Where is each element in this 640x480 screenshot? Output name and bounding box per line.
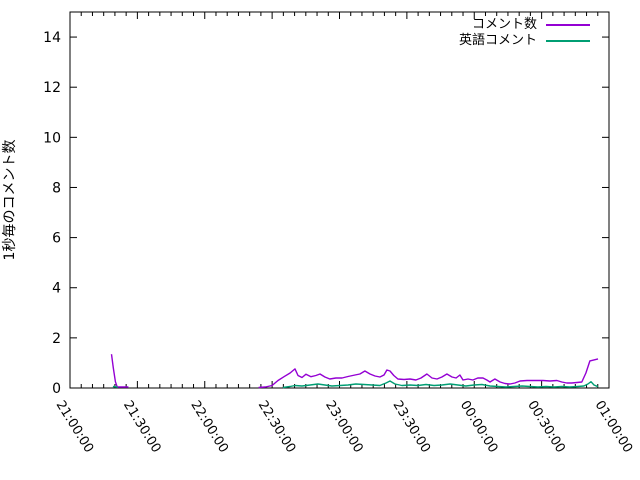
y-tick-label: 8	[52, 180, 61, 196]
x-tick-label: 23:30:00	[389, 398, 433, 455]
y-tick-label: 2	[52, 331, 61, 347]
x-tick-label: 00:00:00	[457, 398, 501, 455]
x-tick-label: 00:30:00	[524, 398, 568, 455]
y-tick-label: 0	[52, 381, 61, 397]
series-line-0	[258, 358, 599, 389]
legend-swatch-english-comments-line	[546, 39, 590, 42]
x-tick-label: 22:30:00	[255, 398, 299, 455]
series-line-1	[282, 380, 599, 389]
plot-border	[69, 11, 610, 389]
x-tick-label: 01:00:00	[592, 398, 636, 455]
y-tick-label: 14	[43, 30, 61, 46]
legend-item-comments: コメント数	[459, 17, 590, 32]
legend-swatch-comments-line	[546, 23, 590, 26]
x-tick-label: 23:00:00	[322, 398, 366, 455]
y-tick-label: 12	[43, 80, 61, 96]
series-line-0	[110, 354, 129, 388]
legend-item-english-comments: 英語コメント	[459, 33, 590, 48]
legend-label-comments: コメント数	[471, 17, 537, 32]
plot-area: 0 2 4 6 8 10 12 14 21:00:00 21:30:00 22:00:00 22:30…	[43, 11, 636, 456]
x-tick-label: 21:00:00	[53, 398, 97, 455]
x-tick-label: 22:00:00	[187, 398, 231, 455]
y-tick-label: 10	[43, 130, 61, 146]
y-axis-title: 1秒毎のコメント数	[2, 140, 18, 261]
legend: コメント数 英語コメント	[459, 17, 590, 48]
legend-label-english-comments: 英語コメント	[458, 33, 537, 48]
x-tick-label: 21:30:00	[120, 398, 164, 455]
y-tick-label: 6	[52, 231, 61, 247]
y-tick-label: 4	[52, 281, 61, 297]
series-line-1	[112, 385, 118, 388]
